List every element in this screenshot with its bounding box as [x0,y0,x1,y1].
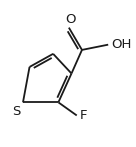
Text: F: F [79,109,87,122]
Text: O: O [65,13,75,26]
Text: S: S [12,105,20,118]
Text: OH: OH [111,38,131,51]
